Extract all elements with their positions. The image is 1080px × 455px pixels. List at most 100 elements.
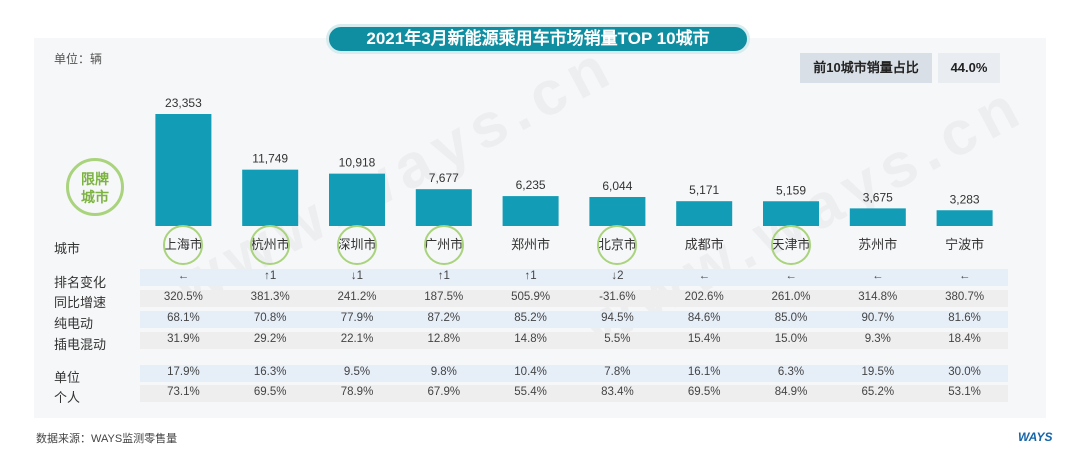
cell-rank: ← [698, 270, 710, 282]
row-label-bev: 纯电动 [54, 316, 94, 331]
cell-phev: 9.3% [864, 333, 891, 345]
cell-bev: 90.7% [861, 312, 895, 324]
cell-phev: 18.4% [948, 333, 981, 345]
bar-value-label: 5,171 [689, 183, 719, 197]
bar-2 [242, 169, 299, 226]
cell-personal: 65.2% [861, 386, 895, 398]
cell-yoy: -31.6% [599, 291, 636, 303]
cell-bev: 85.2% [514, 312, 547, 324]
badge-line-1: 限牌 [81, 171, 109, 187]
cell-personal: 55.4% [514, 386, 547, 398]
cell-rank: ↑1 [437, 270, 450, 282]
bar-value-label: 3,675 [863, 190, 893, 204]
bar-10 [936, 210, 993, 226]
bar-1 [155, 114, 212, 226]
category-label: 苏州市 [858, 237, 897, 252]
restricted-city-ring [337, 225, 377, 265]
restricted-city-ring [163, 225, 204, 265]
category-label: 郑州市 [511, 237, 550, 252]
cell-rank: ← [958, 270, 971, 282]
top10-share-label: 前10城市销量占比 [800, 53, 932, 83]
top10-share-value: 44.0% [938, 53, 1000, 83]
cell-rank: ← [872, 270, 884, 282]
cell-rank: ↓1 [350, 270, 364, 282]
table-row-org [140, 365, 1008, 382]
cell-personal: 69.5% [687, 386, 721, 398]
row-label-city: 城市 [54, 241, 81, 256]
bar-8 [763, 201, 819, 226]
cell-org: 30.0% [948, 366, 981, 378]
cell-phev: 5.5% [604, 333, 631, 345]
cell-yoy: 505.9% [511, 291, 551, 303]
table-row-rank [140, 269, 1008, 286]
chart-title: 2021年3月新能源乘用车市场销量TOP 10城市 [326, 24, 750, 54]
bar-value-label: 5,159 [776, 183, 806, 197]
cell-org: 19.5% [861, 366, 895, 378]
bar-3 [329, 173, 385, 226]
bar-9 [849, 208, 906, 226]
cell-bev: 85.0% [774, 312, 808, 324]
cell-yoy: 261.0% [771, 291, 811, 303]
restricted-city-ring [597, 225, 638, 265]
cell-personal: 78.9% [340, 386, 374, 398]
restricted-city-ring [250, 225, 291, 265]
bar-value-label: 23,353 [165, 96, 202, 110]
table-row-yoy [140, 290, 1008, 307]
cell-phev: 15.4% [687, 333, 721, 345]
row-label-phev: 插电混动 [54, 337, 107, 352]
cell-yoy: 314.8% [858, 291, 898, 303]
top10-share-box: 前10城市销量占比 44.0% [800, 53, 1000, 83]
cell-yoy: 380.7% [945, 291, 985, 303]
restricted-city-ring [771, 225, 811, 265]
cell-rank: ↓2 [611, 270, 624, 282]
cell-yoy: 202.6% [684, 291, 724, 303]
cell-org: 6.3% [777, 366, 805, 378]
bar-value-label: 6,044 [602, 179, 632, 193]
cell-org: 10.4% [514, 366, 547, 378]
cell-rank: ↑1 [524, 270, 537, 282]
cell-org: 9.5% [343, 366, 371, 378]
bar-5 [502, 196, 559, 226]
cell-org: 7.8% [604, 366, 631, 378]
bar-7 [676, 201, 733, 226]
bar-value-label: 7,677 [429, 171, 459, 185]
cell-phev: 12.8% [427, 333, 461, 345]
category-label: 成都市 [685, 237, 724, 252]
bar-value-label: 3,283 [950, 192, 980, 206]
cell-phev: 14.8% [514, 333, 547, 345]
cell-yoy: 381.3% [250, 291, 290, 303]
row-label-yoy: 同比增速 [54, 295, 107, 310]
cell-bev: 77.9% [340, 312, 374, 324]
cell-rank: ← [177, 270, 190, 282]
unit-label: 单位：辆 [54, 52, 103, 66]
cell-phev: 29.2% [253, 333, 287, 345]
restricted-city-badge: 限牌 城市 [66, 158, 124, 216]
restricted-city-ring [423, 225, 464, 265]
bar-value-label: 6,235 [516, 178, 546, 192]
row-label-rank: 排名变化 [54, 275, 107, 290]
cell-rank: ← [785, 270, 797, 282]
cell-org: 17.9% [167, 366, 200, 378]
cell-yoy: 320.5% [163, 291, 203, 303]
bar-value-label: 10,918 [339, 156, 376, 170]
cell-org: 16.1% [687, 366, 721, 378]
ways-logo: WAYS [1018, 430, 1053, 444]
row-label-org: 单位 [54, 370, 81, 385]
chart-panel [34, 38, 1046, 418]
cell-personal: 67.9% [427, 386, 461, 398]
cell-bev: 81.6% [948, 312, 981, 324]
cell-personal: 83.4% [601, 386, 634, 398]
badge-line-2: 城市 [81, 189, 109, 205]
category-label: 宁波市 [945, 237, 984, 252]
cell-bev: 84.6% [687, 312, 721, 324]
cell-phev: 15.0% [774, 333, 808, 345]
bar-4 [415, 189, 472, 226]
cell-personal: 53.1% [948, 386, 981, 398]
cell-rank: ↑1 [264, 270, 277, 282]
cell-phev: 31.9% [167, 333, 200, 345]
cell-bev: 68.1% [167, 312, 200, 324]
cell-yoy: 187.5% [424, 291, 464, 303]
cell-personal: 84.9% [774, 386, 808, 398]
cell-org: 9.8% [430, 366, 457, 378]
bar-value-label: 11,749 [252, 152, 288, 166]
